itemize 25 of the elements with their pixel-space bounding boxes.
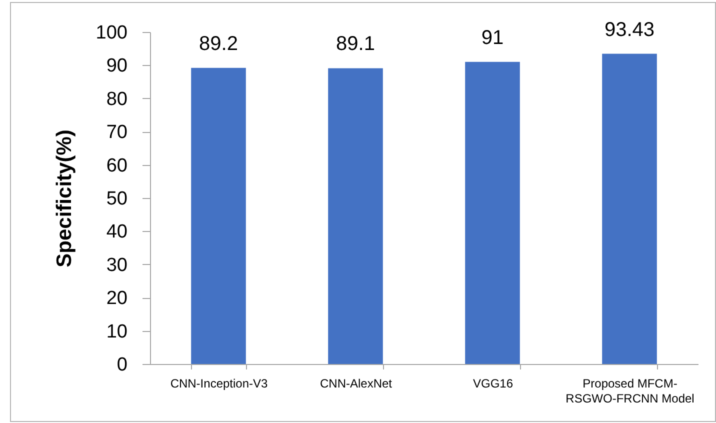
data-label: 89.2 (199, 32, 238, 55)
x-tick-label: CNN-AlexNet (320, 376, 393, 390)
data-label: 89.1 (336, 33, 375, 56)
x-tick-label: CNN-Inception-V3 (170, 376, 268, 390)
bar (465, 62, 520, 364)
y-tick-label: 20 (106, 288, 128, 310)
y-tick-label: 60 (106, 155, 128, 176)
y-tick-label: 30 (106, 254, 128, 276)
y-axis-title: Specificity(%) (52, 130, 76, 268)
data-label: 91 (481, 26, 504, 49)
x-tick-label: Proposed MFCM-RSGWO-FRCNN Model (566, 376, 694, 406)
y-tick-label: 40 (106, 222, 128, 243)
bar (602, 54, 657, 364)
y-tick-label: 0 (116, 354, 128, 376)
chart-frame: CNN-Inception-V3 CNN-AlexNet VGG16 Proposed MFCM-RSGWO-FRCNN Model 0 10 20 30 40 50 60 70 80 90 100 Specificity(%) 89.2 89.1 91 93.43 (10, 2, 716, 422)
y-tick-label: 100 (96, 22, 128, 44)
y-tick-label: 70 (106, 122, 128, 144)
y-tick-label: 10 (106, 321, 128, 342)
x-tick-label: VGG16 (472, 376, 514, 390)
y-tick-label: 80 (106, 88, 128, 110)
y-tick-label: 50 (106, 188, 128, 210)
bar (191, 68, 246, 364)
bar (328, 68, 383, 364)
data-label: 93.43 (604, 18, 655, 41)
y-tick-label: 90 (106, 56, 128, 77)
